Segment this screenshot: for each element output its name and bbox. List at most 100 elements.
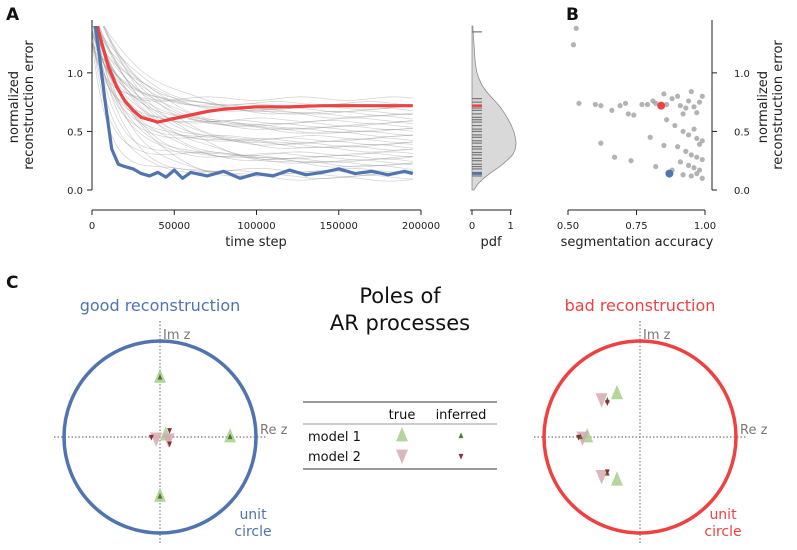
scatter-point — [661, 91, 667, 97]
true-pole-model2 — [162, 433, 175, 448]
scatter-point — [639, 101, 645, 108]
inferred-pole-model1 — [157, 373, 163, 380]
circle-label-line2: circle — [234, 524, 271, 540]
legend-true-model2 — [396, 449, 408, 464]
highlighted-series — [93, 26, 414, 180]
scatter-point — [688, 173, 694, 179]
scatter-point — [661, 142, 667, 149]
pdf-x-tick-label: 0 — [469, 221, 475, 232]
legend-markers — [396, 427, 464, 464]
x-axis-label: time step — [225, 235, 287, 250]
scatter-point — [653, 100, 659, 106]
scatter-point — [699, 175, 705, 181]
scatter-point — [669, 96, 675, 102]
b-y-axis-label-line2: reconstruction error — [771, 40, 786, 170]
scatter-point — [598, 140, 604, 146]
true-pole-model1 — [610, 384, 623, 400]
background-line — [103, 26, 413, 113]
b-y-axis-label: normalized reconstruction error — [756, 40, 786, 170]
y-tick-label: 0.0 — [67, 186, 83, 197]
panel-label-c: C — [6, 273, 18, 293]
real-axis-label: Re z — [260, 423, 288, 438]
series-line-good — [93, 26, 414, 180]
center-title-line1: Poles of — [359, 284, 441, 308]
b-y-tick-label: 0.0 — [734, 186, 750, 197]
scatter-point — [691, 126, 697, 132]
unit-circle — [542, 339, 738, 535]
y-axis-label-line2: reconstruction error — [22, 40, 37, 170]
background-line — [94, 26, 413, 118]
background-line — [103, 26, 413, 170]
background-line — [92, 45, 413, 125]
b-x-tick-label: 1.00 — [694, 221, 716, 232]
background-line — [93, 26, 413, 108]
background-line — [94, 26, 413, 160]
background-line — [92, 42, 413, 115]
scatter-point — [647, 134, 653, 140]
scatter-point — [675, 144, 681, 150]
background-line — [92, 26, 96, 27]
background-line — [97, 26, 413, 130]
background-line — [98, 26, 413, 149]
background-line — [94, 26, 413, 140]
background-line — [98, 26, 413, 168]
panel-label-a: A — [6, 5, 20, 25]
x-ticks: 0 50000 100000 150000 200000 — [89, 210, 440, 232]
background-line — [92, 30, 413, 164]
b-y-ticks: 0.0 0.5 1.0 — [712, 69, 750, 197]
scatter-point — [644, 101, 651, 108]
scatter-point — [675, 93, 681, 99]
circle-label-line2: circle — [704, 524, 741, 540]
scatter-point — [685, 132, 692, 138]
legend-table: true inferred model 1 model 2 — [303, 401, 497, 470]
background-line — [102, 26, 413, 133]
center-title-line2: AR processes — [330, 311, 470, 335]
true-pole-model2 — [595, 393, 608, 408]
scatter-point — [694, 154, 700, 160]
legend-true-model1 — [396, 427, 408, 442]
scatter-point — [664, 117, 670, 123]
legend-row-model2: model 2 — [308, 450, 361, 465]
pdf-x-axis-label: pdf — [480, 235, 502, 250]
legend-inferred-model1 — [458, 432, 464, 439]
real-axis-label: Re z — [740, 423, 768, 438]
y-axis-label-line1: normalized — [7, 71, 22, 143]
scatter-point — [685, 98, 692, 104]
scatter-point — [696, 99, 703, 105]
background-line — [92, 26, 413, 157]
inferred-pole-model2 — [576, 434, 581, 441]
pole-plot-title: good reconstruction — [80, 296, 241, 315]
rug-marks — [472, 31, 482, 177]
true-pole-model1 — [610, 471, 623, 486]
scatter-point — [699, 156, 705, 163]
scatter-point — [680, 172, 686, 178]
background-line — [97, 26, 413, 142]
y-ticks: 0.0 0.5 1.0 — [67, 69, 92, 197]
y-tick-label: 1.0 — [67, 69, 83, 80]
background-line — [92, 31, 413, 127]
background-line — [92, 45, 413, 153]
background-line — [92, 33, 413, 146]
line-chart: 0 50000 100000 150000 200000 0.0 0.5 1.0 time … — [7, 20, 440, 250]
scatter-point — [677, 159, 683, 165]
scatter-point — [683, 148, 689, 154]
scatter-point — [680, 111, 686, 117]
scatter-chart: 0.50 0.75 1.00 0.0 0.5 1.0 segmentation accu… — [557, 20, 786, 250]
scatter-point — [694, 110, 700, 116]
background-line — [92, 42, 413, 163]
circle-label-line1: unit — [239, 507, 267, 523]
b-y-tick-label: 0.5 — [734, 127, 750, 138]
scatter-point — [628, 158, 634, 164]
scatter-point — [625, 111, 631, 117]
background-line — [92, 43, 413, 173]
background-line — [97, 26, 413, 111]
b-x-ticks: 0.50 0.75 1.00 — [557, 210, 716, 232]
scatter-point — [611, 154, 618, 160]
density-area — [471, 25, 517, 191]
b-x-axis-label: segmentation accuracy — [561, 235, 714, 250]
scatter-point — [680, 128, 686, 135]
scatter-point — [576, 100, 582, 106]
